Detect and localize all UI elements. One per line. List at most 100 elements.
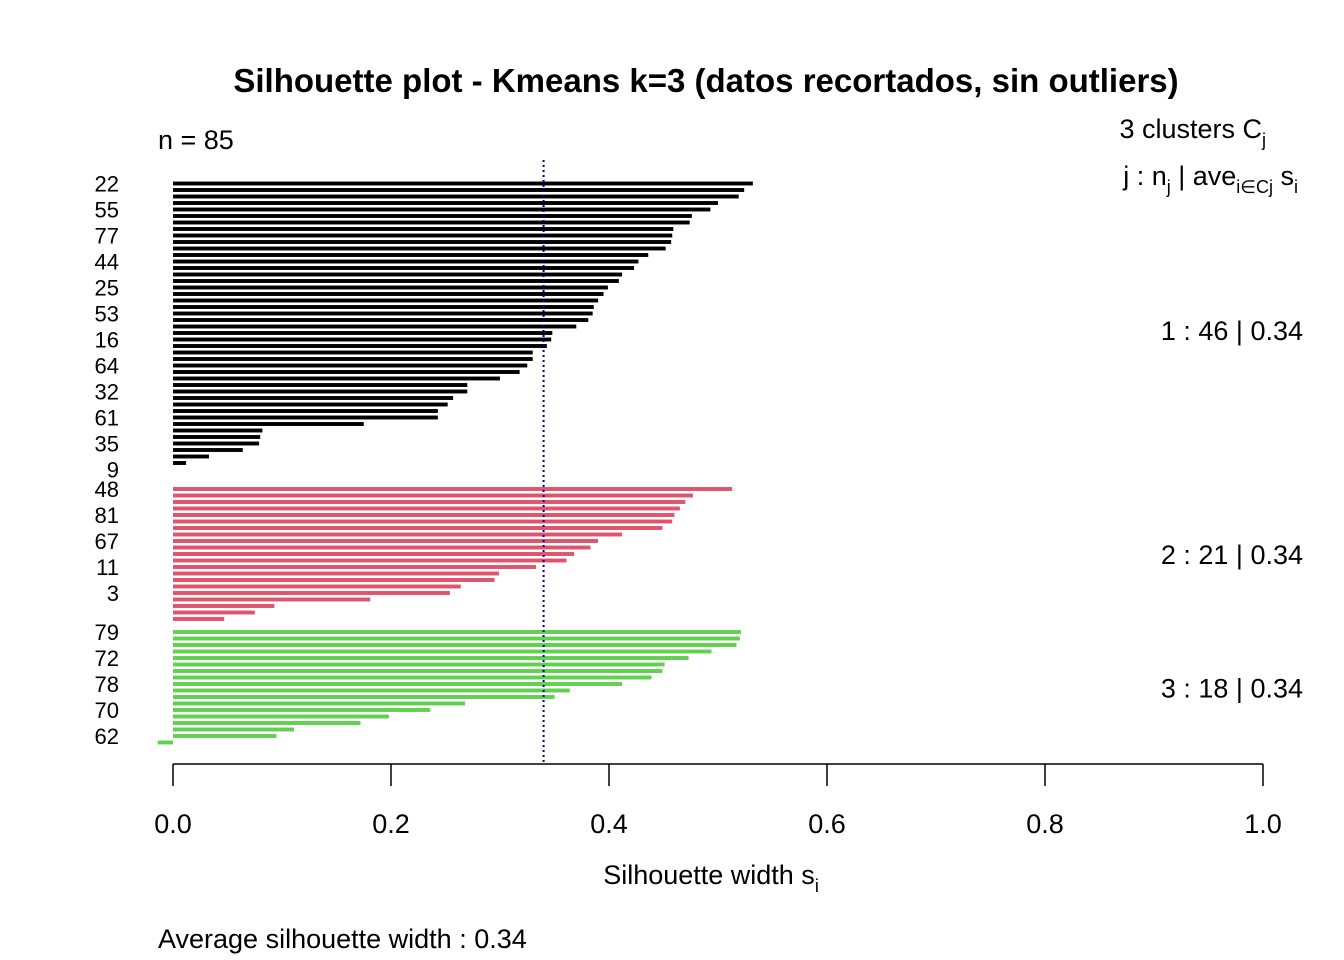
cluster-summary-1: 1 : 46 | 0.34: [1161, 316, 1303, 346]
silhouette-bar: [173, 389, 468, 394]
row-label: 81: [95, 503, 119, 528]
silhouette-bar: [173, 396, 454, 400]
silhouette-bar: [173, 298, 599, 303]
silhouette-bar: [173, 662, 665, 667]
silhouette-bar: [173, 565, 536, 569]
silhouette-bar: [173, 643, 737, 647]
silhouette-bar: [173, 461, 187, 465]
silhouette-bar: [173, 292, 604, 296]
silhouette-bar: [173, 487, 733, 491]
row-label: 67: [95, 529, 119, 554]
silhouette-bar: [173, 318, 589, 322]
silhouette-bar: [173, 415, 438, 420]
row-label: 22: [95, 172, 119, 197]
silhouette-bar: [173, 376, 500, 381]
silhouette-bar: [173, 246, 666, 251]
row-label: 53: [95, 302, 119, 327]
row-label: 70: [95, 698, 119, 723]
silhouette-bar: [173, 552, 575, 556]
silhouette-bar: [173, 207, 711, 212]
silhouette-bar: [173, 422, 364, 426]
silhouette-bar: [173, 701, 466, 706]
svg-text:Silhouette width si: Silhouette width si: [603, 860, 819, 896]
silhouette-bar: [173, 630, 741, 634]
silhouette-bar: [173, 532, 623, 537]
row-label: 9: [107, 458, 119, 483]
silhouette-bar: [173, 331, 553, 335]
silhouette-bar: [173, 357, 533, 361]
row-label: 55: [95, 198, 119, 223]
row-label: 48: [95, 477, 119, 502]
silhouette-bar: [173, 259, 639, 264]
silhouette-bar: [173, 500, 686, 504]
silhouette-bar: [173, 656, 689, 660]
silhouette-bar: [173, 448, 243, 452]
silhouette-bar: [173, 688, 570, 693]
silhouette-bar: [173, 734, 277, 738]
silhouette-bar: [173, 181, 753, 186]
silhouette-bar: [173, 675, 652, 680]
silhouette-bar: [173, 285, 608, 290]
silhouette-bar: [173, 714, 389, 719]
silhouette-bar: [173, 708, 431, 712]
silhouette-bar: [173, 558, 567, 563]
silhouette-bar: [173, 721, 361, 725]
legend-header-line1: 3 clusters Cj: [1119, 114, 1266, 150]
x-tick-label: 0.0: [154, 809, 192, 839]
row-label: 79: [95, 620, 119, 645]
row-label: 3: [107, 581, 119, 606]
silhouette-bar: [173, 441, 260, 446]
silhouette-bar: [157, 740, 173, 745]
x-tick-label: 0.6: [808, 809, 846, 839]
silhouette-bar: [173, 506, 680, 511]
silhouette-bar: [173, 539, 599, 543]
average-silhouette-label: Average silhouette width : 0.34: [158, 924, 527, 954]
silhouette-bar: [173, 493, 693, 498]
legend-header-line2: j : nj | avei∈Cj si: [1122, 161, 1298, 197]
row-label: 78: [95, 672, 119, 697]
chart-title: Silhouette plot - Kmeans k=3 (datos reco…: [233, 62, 1178, 99]
silhouette-bar: [173, 214, 692, 218]
silhouette-bar: [173, 669, 663, 673]
silhouette-bar: [173, 584, 461, 589]
silhouette-bar: [173, 220, 690, 225]
silhouette-bar: [173, 545, 591, 550]
silhouette-bar: [173, 578, 495, 582]
silhouette-bar: [173, 337, 552, 342]
silhouette-bar: [173, 617, 225, 621]
silhouette-bar: [173, 435, 261, 439]
x-tick-label: 1.0: [1244, 809, 1282, 839]
silhouette-bar: [173, 454, 209, 459]
x-tick-label: 0.4: [590, 809, 628, 839]
silhouette-bar: [173, 727, 294, 732]
silhouette-bar: [173, 695, 555, 699]
row-label: 35: [95, 432, 119, 457]
row-label: 77: [95, 224, 119, 249]
silhouette-bar: [173, 428, 263, 433]
silhouette-bar: [173, 610, 255, 615]
silhouette-bar: [173, 272, 623, 277]
silhouette-bar: [173, 253, 649, 257]
cluster-summary-3: 3 : 18 | 0.34: [1161, 673, 1303, 703]
silhouette-bar: [173, 324, 577, 329]
silhouette-bar: [173, 240, 672, 244]
silhouette-bar: [173, 266, 635, 270]
silhouette-bar: [173, 383, 468, 387]
row-label: 11: [96, 555, 119, 580]
silhouette-bar: [173, 233, 673, 238]
row-label: 16: [95, 328, 119, 353]
silhouette-bar: [173, 279, 619, 283]
x-axis: 0.0 0.2 0.4 0.6 0.8 1.0: [154, 763, 1282, 839]
silhouette-bar: [173, 311, 593, 316]
row-label: 62: [95, 724, 119, 749]
legend: 1 : 46 | 0.34 2 : 21 | 0.34 3 : 18 | 0.34 3…: [1119, 114, 1303, 703]
silhouette-bar: [173, 526, 663, 530]
silhouette-bar: [173, 636, 740, 641]
row-label: 25: [95, 276, 119, 301]
silhouette-bar: [173, 682, 623, 686]
row-label: 32: [95, 380, 119, 405]
row-label: 44: [95, 250, 119, 275]
silhouette-bar: [173, 513, 675, 517]
